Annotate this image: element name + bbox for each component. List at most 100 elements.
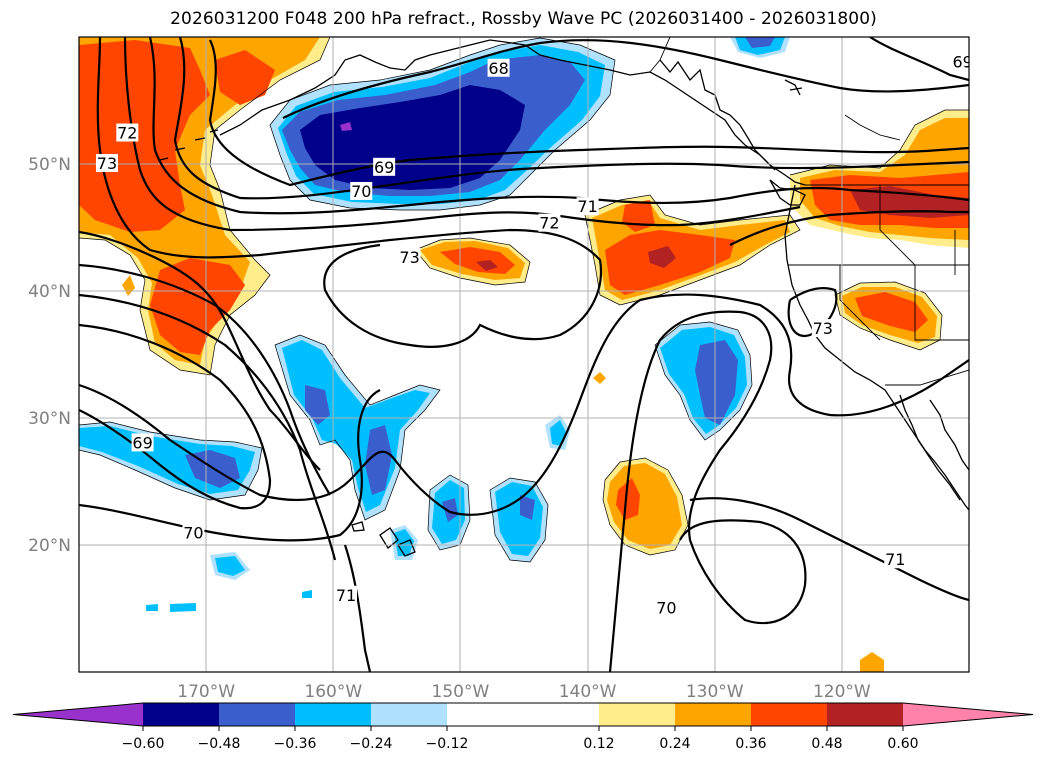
coast-hawaii	[351, 521, 416, 557]
contour-69-left	[79, 323, 272, 510]
colorbar-tick-label: −0.24	[350, 736, 393, 752]
contour-69-north	[208, 39, 969, 187]
contour-label: 70	[656, 599, 676, 618]
border-alaska-canada	[649, 37, 671, 73]
fill-blob-a-core	[442, 498, 458, 522]
lat-tick-label: 40°N	[28, 282, 71, 302]
contour-69-top	[869, 37, 969, 82]
contour-72-left	[79, 230, 321, 471]
contour-label-bg	[951, 52, 969, 71]
outline-central	[414, 237, 531, 286]
coast-aleutians	[159, 129, 219, 161]
contour-ca-73	[787, 286, 838, 338]
colorbar-segment	[447, 703, 599, 726]
colorbar-tick-label: −0.60	[122, 736, 165, 752]
lat-tick-label: 30°N	[28, 409, 71, 429]
contour-label-bg	[335, 585, 357, 604]
contour-68	[282, 39, 969, 119]
fill-central-darkred	[476, 260, 498, 271]
contour-label-bg	[131, 433, 154, 452]
contour-label: 69	[374, 158, 394, 177]
fill-subtrop-red	[616, 478, 640, 520]
contour-72	[123, 37, 801, 232]
border-west-states-2	[879, 185, 969, 341]
refractive-contours	[79, 37, 969, 672]
colorbar-tick-label: 0.24	[659, 736, 690, 752]
colorbar-tick-label: −0.12	[426, 736, 469, 752]
fill-nw-pacific-red-3	[215, 50, 275, 105]
fill-blob-e-inner	[215, 556, 245, 576]
contour-label-bg	[576, 197, 599, 216]
outline-goa	[269, 37, 616, 211]
contour-label-bg	[95, 154, 118, 172]
contour-label: 71	[885, 550, 905, 569]
outline-east	[654, 321, 753, 441]
colorbar-segment	[751, 703, 827, 726]
colorbar-tick-label: 0.36	[735, 736, 766, 752]
colorbar-segment	[599, 703, 675, 726]
colorbar-segment	[295, 703, 371, 726]
contour-label: 73	[813, 319, 833, 338]
contour-label-bg	[182, 523, 205, 542]
outline-blob-b	[489, 477, 549, 563]
contour-71	[148, 37, 969, 215]
colorbar-extend-min	[13, 703, 143, 726]
lon-tick-label: 160°W	[304, 682, 362, 702]
fill-california-red	[855, 292, 928, 332]
fill-goa-purple	[340, 122, 352, 131]
lon-tick-label: 130°W	[686, 682, 744, 702]
contour-label: 69	[952, 52, 972, 71]
contour-label-bg	[350, 181, 373, 200]
fill-blob-c-inner	[550, 420, 566, 446]
colorbar-tick-label: 0.48	[811, 736, 842, 752]
contour-label: 69	[132, 433, 152, 452]
contour-label-bg	[538, 213, 561, 232]
contour-label: 68	[488, 59, 508, 78]
border-us-mexico	[885, 369, 969, 386]
fill-band-blue-2	[365, 425, 392, 495]
fill-blob-f	[170, 603, 196, 612]
contour-label: 71	[577, 197, 597, 216]
contour-label-bg	[116, 123, 139, 142]
political-borders	[649, 37, 969, 386]
coast-alaska	[219, 39, 506, 136]
border-canada-prov	[844, 114, 901, 141]
outline-ne-band	[584, 194, 801, 306]
contour-label-bg	[884, 550, 907, 569]
coast-mexico	[929, 399, 969, 471]
coast-vancouver	[769, 179, 806, 206]
colorbar-tick-label: −0.48	[198, 736, 241, 752]
colorbar-segment	[827, 703, 903, 726]
contour-70-bottom	[79, 389, 381, 542]
contour-label: 71	[336, 586, 356, 605]
contour-label: 73	[97, 154, 117, 173]
latitude-labels: 20°N 30°N 40°N 50°N	[28, 155, 71, 556]
contour-71-south	[343, 544, 372, 672]
contour-label: 70	[183, 524, 203, 543]
lon-tick-label: 150°W	[432, 682, 490, 702]
fill-east-blue	[695, 340, 738, 425]
fill-band-blue	[305, 385, 330, 425]
lon-tick-label: 170°W	[177, 682, 235, 702]
lat-tick-label: 50°N	[28, 155, 71, 175]
fill-blob-b-core	[520, 495, 535, 520]
contour-70-south	[608, 310, 807, 672]
chart-title: 2026031200 F048 200 hPa refract., Rossby…	[170, 9, 877, 29]
longitude-labels: 170°W 160°W 150°W 140°W 130°W 120°W	[177, 682, 871, 702]
map-frame	[78, 36, 970, 673]
contour-label-bg	[811, 319, 834, 338]
colorbar-segment	[143, 703, 219, 726]
contour-70	[173, 37, 969, 200]
colorbar-extend-max	[903, 703, 1033, 726]
contour-label: 72	[539, 214, 559, 233]
fill-nw-pacific-red-2	[150, 258, 245, 355]
coastlines	[159, 39, 969, 557]
colorbar: −0.60 −0.48 −0.36 −0.24 −0.12 0.12 0.24 0.36 0.4…	[12, 702, 1034, 752]
fill-tiny-1	[593, 372, 606, 384]
colorbar-tick-label: −0.36	[274, 736, 317, 752]
contour-label-bg	[487, 58, 510, 77]
